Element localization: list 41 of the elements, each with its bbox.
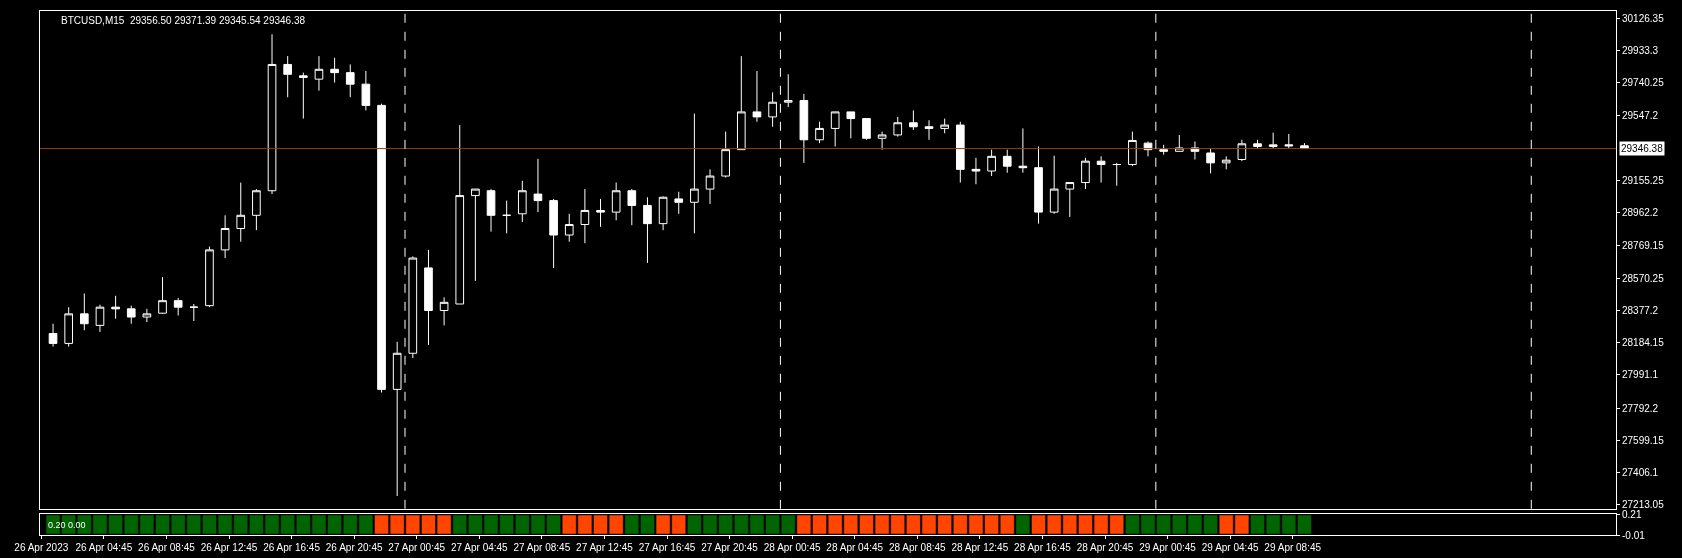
x-tick-label: 28 Apr 08:45 <box>888 542 947 553</box>
x-tick-label: 26 Apr 16:45 <box>263 542 321 553</box>
x-tick-label: 29 Apr 00:45 <box>1139 542 1197 553</box>
y-tick-label: 27213.05 <box>1622 499 1665 511</box>
x-tick-label: 26 Apr 04:45 <box>75 542 133 553</box>
y-tick-label: 29740.25 <box>1622 77 1665 89</box>
y-tick-label: 27991.1 <box>1622 369 1659 381</box>
y-tick-label: -0.01 <box>1622 529 1646 541</box>
x-tick-label: 27 Apr 12:45 <box>576 542 634 553</box>
x-tick-label: 28 Apr 12:45 <box>951 542 1009 553</box>
y-tick-label: 28570.25 <box>1622 272 1665 284</box>
x-tick-label: 27 Apr 08:45 <box>513 542 571 553</box>
y-tick-label: 28769.15 <box>1622 239 1665 251</box>
y-tick-label: 28184.15 <box>1622 337 1665 349</box>
x-tick-label: 26 Apr 08:45 <box>138 542 196 553</box>
x-tick-label: 27 Apr 20:45 <box>701 542 759 553</box>
x-tick-label: 26 Apr 2023 <box>14 542 69 553</box>
y-tick-label: 27406.1 <box>1622 467 1659 479</box>
chart-title: BTCUSD,M15 29356.50 29371.39 29345.54 29346.38 <box>61 15 306 26</box>
x-tick-label: 29 Apr 08:45 <box>1264 542 1322 553</box>
y-tick-label: 29547.2 <box>1622 109 1659 121</box>
x-tick-label: 27 Apr 04:45 <box>450 542 509 553</box>
y-tick-label: 30126.35 <box>1622 12 1665 24</box>
x-tick-label: 27 Apr 00:45 <box>388 542 446 553</box>
y-tick-label: 0.21 <box>1622 508 1642 520</box>
x-tick-label: 28 Apr 00:45 <box>763 542 821 553</box>
x-tick-label: 28 Apr 16:45 <box>1014 542 1072 553</box>
x-tick-label: 27 Apr 16:45 <box>638 542 696 553</box>
y-tick-label: 29155.25 <box>1622 175 1665 187</box>
ref-line-label: 29346.38 <box>1621 143 1664 154</box>
x-tick-label: 26 Apr 20:45 <box>325 542 383 553</box>
y-tick-label: 28377.2 <box>1622 304 1659 316</box>
y-tick-label: 27599.15 <box>1622 434 1665 446</box>
x-tick-label: 28 Apr 04:45 <box>826 542 884 553</box>
x-tick-label: 28 Apr 20:45 <box>1076 542 1134 553</box>
y-tick-label: 28962.2 <box>1622 207 1659 219</box>
x-tick-label: 29 Apr 04:45 <box>1201 542 1259 553</box>
y-tick-label: 27792.2 <box>1622 402 1659 414</box>
text: 0.20 0.00 <box>48 520 86 530</box>
y-tick-label: 29933.3 <box>1622 45 1659 57</box>
x-tick-label: 26 Apr 12:45 <box>200 542 258 553</box>
